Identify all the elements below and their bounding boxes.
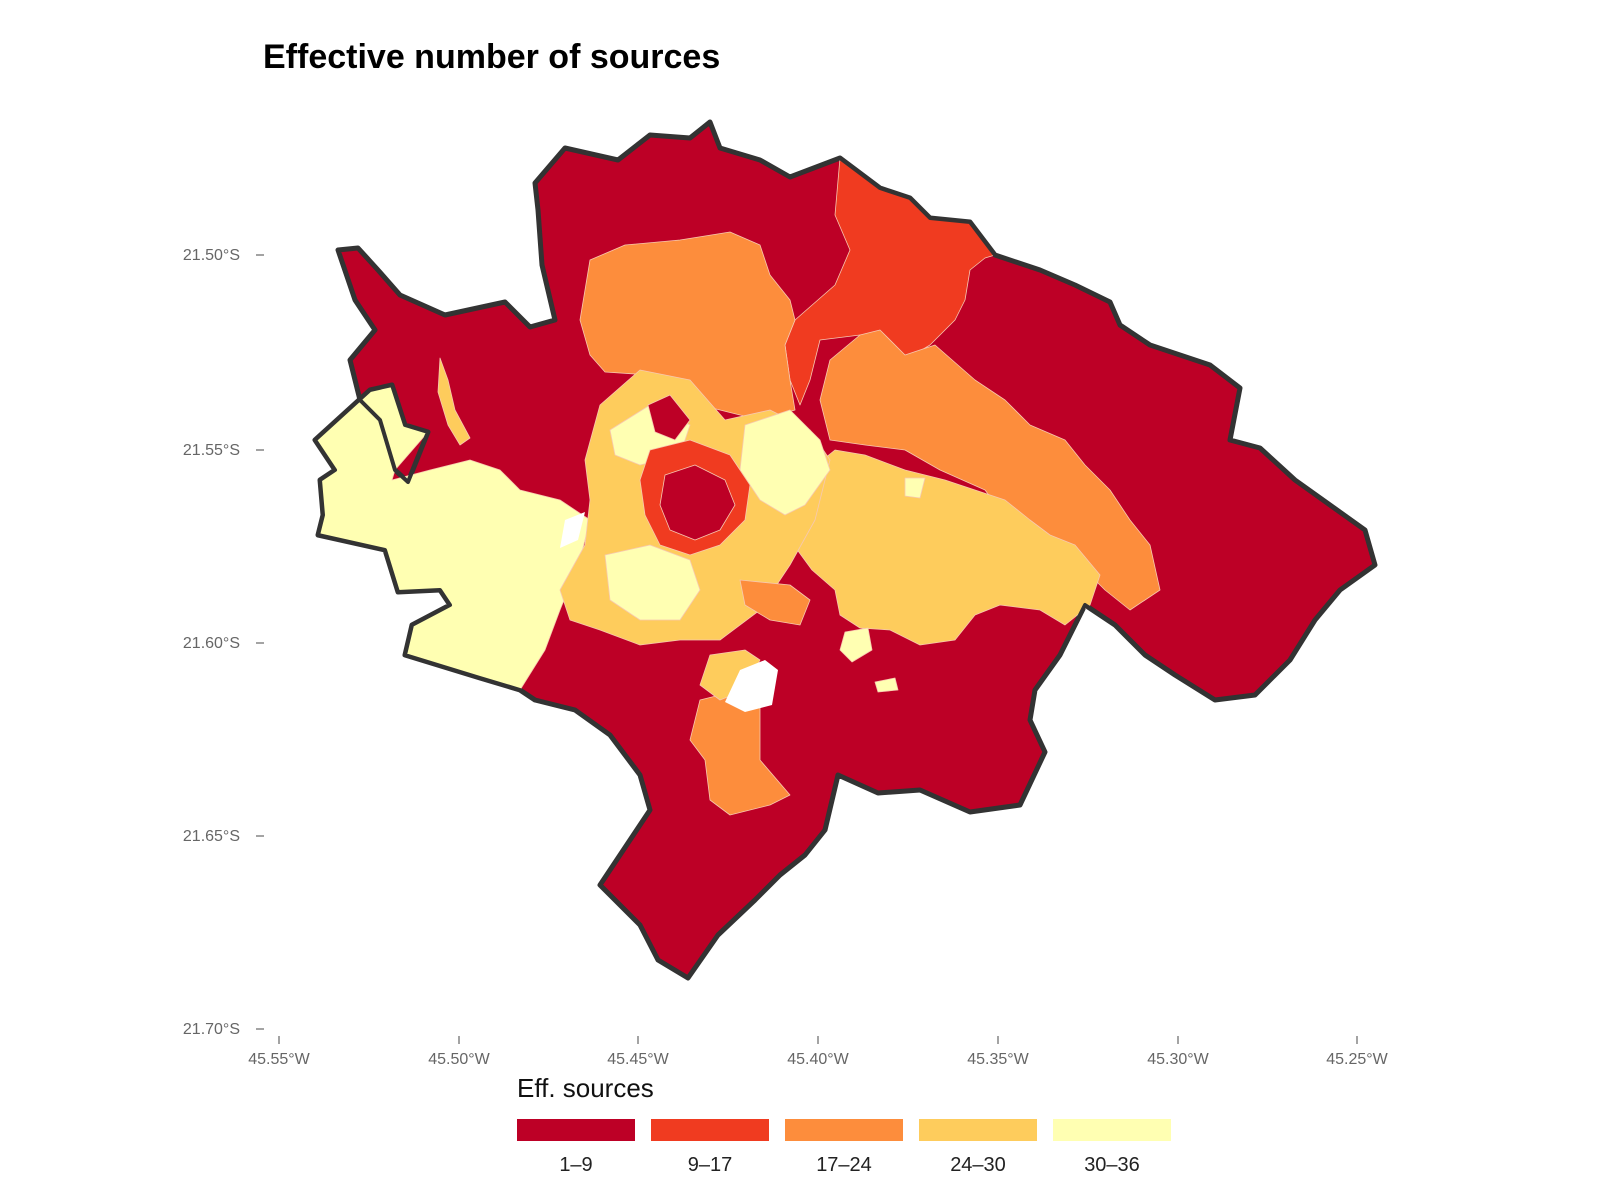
y-axis: 21.50°S 21.55°S 21.60°S 21.65°S 21.70°S <box>183 247 264 1038</box>
legend-swatch <box>517 1119 635 1141</box>
municipality-outline <box>313 120 1377 980</box>
x-axis: 45.55°W 45.50°W 45.45°W 45.40°W 45.35°W … <box>248 1036 1389 1068</box>
region-urban-core-cluster <box>647 394 691 441</box>
legend-label: 24–30 <box>950 1154 1006 1176</box>
y-tick-label: 21.70°S <box>183 1021 240 1038</box>
legend-swatch <box>651 1119 769 1141</box>
map-regions <box>312 119 1378 981</box>
x-tick-label: 45.35°W <box>967 1051 1029 1068</box>
y-tick-label: 21.60°S <box>183 635 240 652</box>
region-south-orange-bits <box>739 579 811 626</box>
region-east-central <box>789 449 1101 646</box>
y-tick-label: 21.55°S <box>183 442 240 459</box>
legend-swatch <box>785 1119 903 1141</box>
legend-swatch <box>919 1119 1037 1141</box>
legend-label: 30–36 <box>1084 1154 1140 1176</box>
region-no-data-west <box>560 512 585 548</box>
x-tick-label: 45.50°W <box>428 1051 490 1068</box>
x-tick-label: 45.40°W <box>787 1051 849 1068</box>
x-tick-label: 45.25°W <box>1326 1051 1388 1068</box>
region-pale-patch-3 <box>904 477 926 499</box>
legend-swatch <box>1053 1119 1171 1141</box>
x-tick-label: 45.45°W <box>607 1051 669 1068</box>
map-title: Effective number of sources <box>263 38 720 76</box>
region-urban-pale-south <box>604 544 701 621</box>
legend-label: 17–24 <box>816 1154 872 1176</box>
legend: Eff. sources 1–9 9–17 17–24 24–30 30–36 <box>517 1073 1171 1176</box>
legend-keys: 1–9 9–17 17–24 24–30 30–36 <box>517 1119 1171 1176</box>
y-tick-label: 21.65°S <box>183 828 240 845</box>
region-east-band <box>819 329 1161 611</box>
legend-label: 9–17 <box>688 1154 733 1176</box>
region-pale-patch-2 <box>874 677 899 693</box>
x-tick-label: 45.55°W <box>248 1051 310 1068</box>
region-urban-core-dark <box>659 464 736 541</box>
legend-title: Eff. sources <box>517 1073 654 1103</box>
region-no-data-south <box>725 660 778 712</box>
region-north-central <box>579 231 796 421</box>
region-pale-patch-1 <box>839 627 873 663</box>
region-west-inlet <box>437 357 471 446</box>
x-tick-label: 45.30°W <box>1147 1051 1209 1068</box>
y-tick-label: 21.50°S <box>183 247 240 264</box>
legend-label: 1–9 <box>559 1154 592 1176</box>
